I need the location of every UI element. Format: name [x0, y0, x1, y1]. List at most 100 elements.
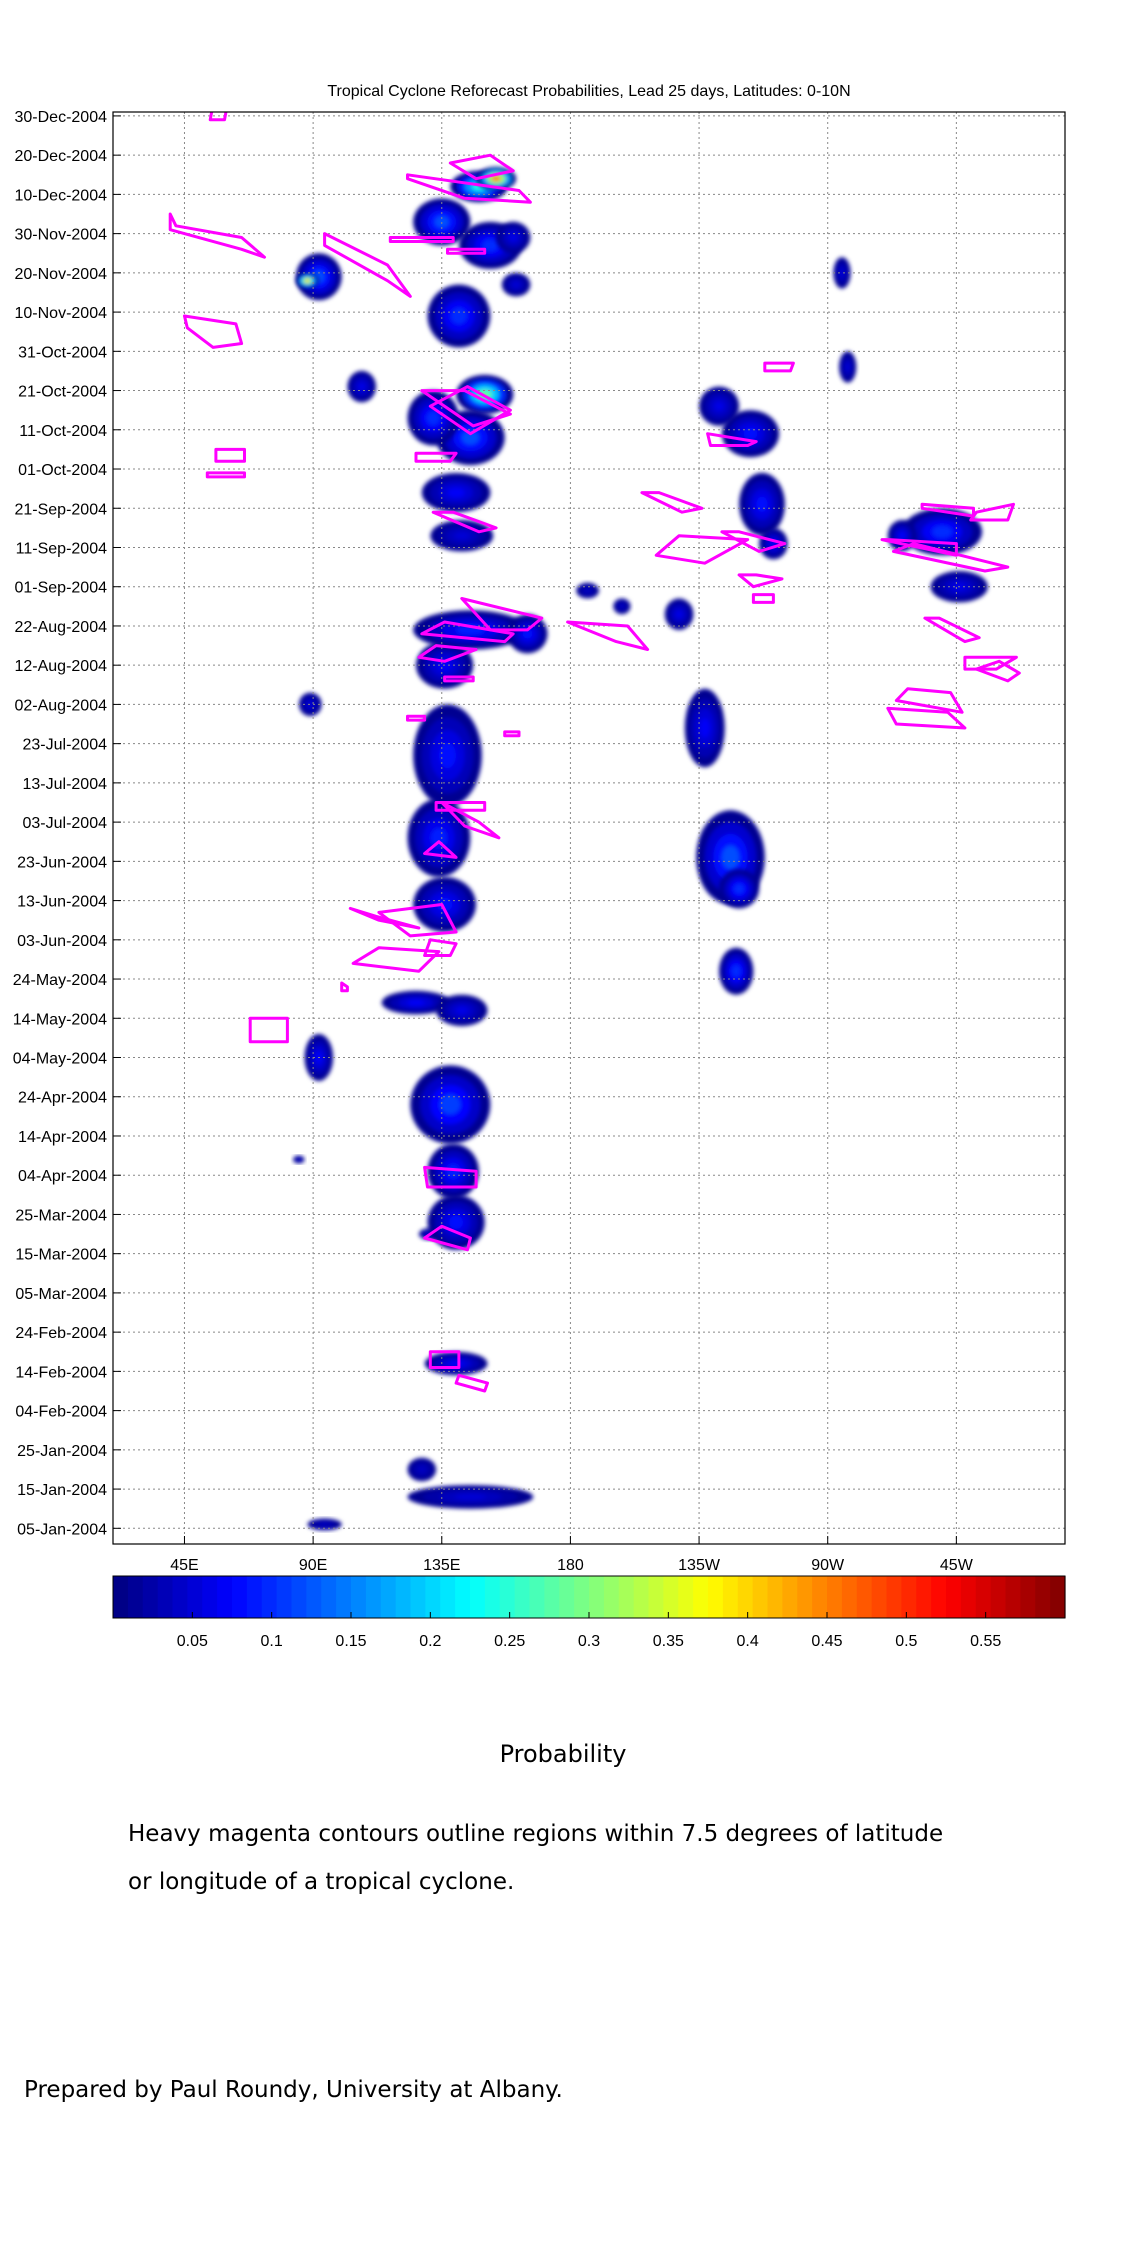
colorbar-step	[455, 1576, 471, 1618]
cyclone-contour	[168, 212, 266, 259]
probability-level	[675, 610, 683, 619]
cyclone-contour	[886, 706, 967, 730]
probability-level	[756, 496, 768, 513]
probability-level	[438, 742, 457, 769]
probability-blob	[307, 1518, 342, 1531]
colorbar-step	[693, 1576, 709, 1618]
cyclone-contour	[417, 644, 478, 663]
probability-blob	[413, 877, 476, 932]
probability-blob	[684, 688, 725, 768]
cyclone-contour	[460, 597, 544, 632]
colorbar-tick-label: 0.55	[970, 1633, 1001, 1650]
probability-blob	[699, 386, 740, 426]
cyclone-contour	[751, 593, 775, 604]
probability-blob	[613, 598, 631, 615]
y-tick-label: 05-Mar-2004	[15, 1286, 107, 1303]
cyclone-contour	[892, 542, 1010, 573]
cyclone-contour	[963, 655, 1018, 671]
y-tick-label: 13-Jun-2004	[17, 894, 107, 911]
colorbar-step	[901, 1576, 917, 1618]
cyclone-contour	[440, 801, 501, 840]
probability-level	[491, 175, 502, 182]
colorbar-tick-label: 0.1	[261, 1633, 283, 1650]
colorbar-step	[722, 1576, 739, 1618]
probability-blob	[576, 582, 599, 599]
cyclone-contour	[969, 502, 1015, 522]
colorbar-tick-label: 0.45	[811, 1633, 842, 1650]
colorbar-step	[351, 1576, 367, 1618]
y-tick-label: 12-Aug-2004	[14, 658, 107, 675]
cyclone-contour	[503, 730, 521, 738]
colorbar-step	[470, 1576, 486, 1618]
probability-blob	[839, 351, 857, 383]
y-tick-label: 24-Feb-2004	[15, 1325, 107, 1342]
cyclone-contour	[737, 573, 784, 589]
x-tick-label: 180	[557, 1557, 584, 1574]
probability-blob	[496, 221, 531, 254]
probability-blob	[719, 869, 760, 909]
colorbar-step	[336, 1576, 352, 1618]
y-tick-label: 13-Jul-2004	[23, 776, 108, 793]
y-tick-label: 11-Oct-2004	[19, 423, 107, 440]
x-tick-label: 90E	[299, 1557, 327, 1574]
colorbar-step	[812, 1576, 828, 1618]
probability-blob	[427, 284, 491, 348]
colorbar-step	[797, 1576, 813, 1618]
probability-level	[714, 401, 725, 412]
probability-level	[461, 430, 479, 445]
probability-level	[434, 216, 449, 228]
colorbar-step	[202, 1576, 218, 1618]
colorbar-step	[217, 1576, 233, 1618]
x-tick-label: 45W	[940, 1557, 974, 1574]
probability-blob	[739, 472, 785, 536]
probability-level	[307, 701, 314, 708]
colorbar-label: Probability	[499, 1740, 627, 1768]
colorbar-step	[365, 1576, 382, 1618]
y-tick-label: 10-Nov-2004	[15, 305, 108, 322]
colorbar-step	[157, 1576, 174, 1618]
cyclone-contour	[974, 659, 1021, 683]
contour-note: Heavy magenta contours outline regions w…	[128, 1810, 1028, 1906]
probability-level	[734, 883, 745, 894]
colorbar-step	[187, 1576, 203, 1618]
colorbar-tick-label: 0.05	[177, 1633, 208, 1650]
y-tick-label: 14-Apr-2004	[18, 1129, 107, 1146]
cyclone-contour	[323, 232, 412, 298]
colorbar-ticks: 0.05 0.1 0.15 0.2 0.25 0.3 0.35 0.4 0.45 0.5 0.55	[177, 1612, 1001, 1650]
cyclone-contour	[443, 675, 475, 683]
probability-level	[455, 1006, 469, 1015]
plot-frame	[112, 111, 1066, 1545]
cyclone-contour	[208, 112, 228, 122]
probability-field	[293, 166, 988, 1531]
colorbar-step	[291, 1576, 307, 1618]
probability-level	[508, 233, 518, 242]
colorbar-step	[172, 1576, 188, 1618]
y-tick-label: 21-Oct-2004	[18, 384, 107, 401]
probability-blob	[410, 1065, 491, 1144]
grid-lines	[113, 112, 1065, 1544]
y-tick-label: 04-May-2004	[13, 1051, 107, 1068]
y-tick-label: 31-Oct-2004	[18, 344, 107, 361]
cyclone-contour	[428, 1350, 461, 1369]
y-tick-label: 25-Jan-2004	[17, 1443, 107, 1460]
cyclone-contour	[406, 173, 532, 204]
cyclone-contour	[434, 801, 487, 812]
contour-note-line-1: Heavy magenta contours outline regions w…	[128, 1821, 944, 1847]
cyclone-contour	[654, 534, 750, 565]
probability-level	[320, 1522, 329, 1526]
probability-level	[619, 604, 625, 609]
contour-note-line-2: or longitude of a tropical cyclone.	[128, 1869, 515, 1895]
y-tick-label: 02-Aug-2004	[14, 697, 107, 714]
colorbar-step	[916, 1576, 932, 1618]
colorbar-step	[871, 1576, 888, 1618]
colorbar-step	[737, 1576, 754, 1618]
colorbar-step	[410, 1576, 426, 1618]
colorbar-tick-label: 0.2	[419, 1633, 441, 1650]
colorbar-tick-label: 0.3	[578, 1633, 600, 1650]
chart-title: Tropical Cyclone Reforecast Probabilitie…	[327, 83, 850, 100]
y-tick-label: 11-Sep-2004	[16, 540, 107, 557]
colorbar-step	[246, 1576, 263, 1618]
probability-level	[358, 382, 366, 391]
colorbar-step	[514, 1576, 531, 1618]
cyclone-contour	[428, 385, 512, 436]
